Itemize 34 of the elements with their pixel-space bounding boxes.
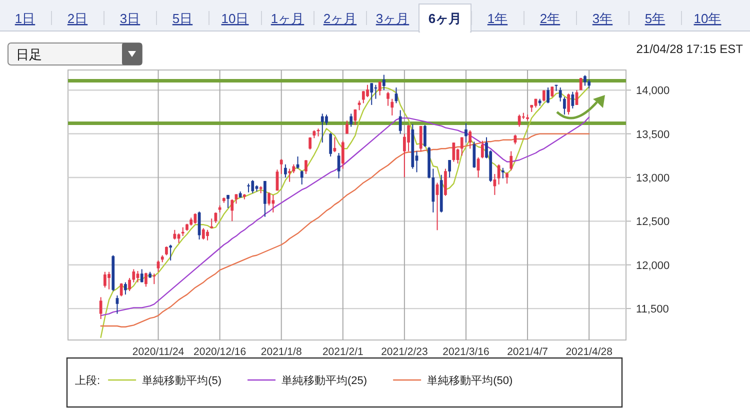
y-tick-label: 13,500	[636, 128, 670, 141]
x-tick-label: 2021/1/8	[260, 346, 302, 358]
x-tick-label: 2021/4/28	[566, 346, 613, 358]
legend-title: 上段:	[75, 374, 100, 387]
text: 3年	[592, 11, 613, 26]
text: 日足	[16, 47, 42, 62]
y-tick-label: 11,500	[636, 304, 669, 316]
legend-label: 単純移動平均(25)	[282, 375, 368, 387]
y-tick-label: 12,000	[636, 260, 670, 272]
text: 1日	[14, 11, 36, 26]
text: 2日	[67, 11, 88, 26]
legend-label: 単純移動平均(50)	[427, 375, 513, 387]
text: 5年	[644, 11, 666, 26]
text: 3日	[120, 11, 140, 26]
y-tick-label: 12,500	[636, 216, 670, 228]
text: 1年	[487, 11, 508, 26]
text: 1ヶ月	[270, 11, 304, 26]
x-tick-label: 2021/2/1	[322, 346, 364, 358]
y-tick-label: 14,000	[636, 85, 670, 98]
x-tick-label: 2021/2/23	[381, 346, 428, 358]
x-tick-label: 2020/12/16	[194, 346, 246, 358]
text: 6ヶ月	[428, 11, 462, 26]
x-tick-label: 2021/4/7	[507, 346, 548, 358]
text: 21/04/28 17:15 EST	[636, 42, 744, 56]
text: 10年	[694, 11, 722, 26]
text: 5日	[172, 11, 193, 26]
text: 2年	[540, 11, 560, 26]
text: 3ヶ月	[376, 11, 410, 26]
text: 10日	[221, 11, 249, 26]
x-tick-label: 2020/11/24	[132, 346, 184, 358]
text: 2ヶ月	[323, 11, 357, 26]
legend-label: 単純移動平均(5)	[142, 375, 222, 387]
y-tick-label: 13,000	[636, 172, 670, 184]
x-tick-label: 2021/3/16	[442, 346, 490, 358]
